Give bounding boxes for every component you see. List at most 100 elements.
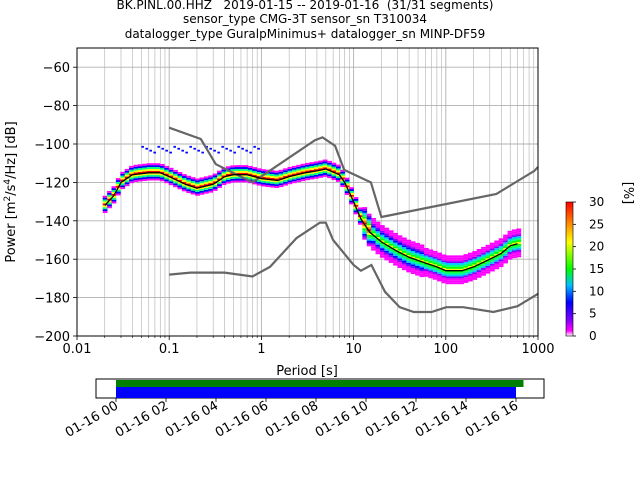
histogram-cell [142,165,148,168]
histogram-cell [459,270,464,273]
histogram-cell [401,268,407,271]
histogram-cell [185,151,188,154]
histogram-cell [419,252,425,255]
histogram-cell [300,169,306,172]
colorbar-tick-label: 5 [589,307,597,321]
histogram-cell [485,244,491,247]
histogram-cell [313,176,319,179]
histogram-cell [450,268,456,271]
histogram-cell [291,171,297,174]
histogram-cell [190,182,196,185]
histogram-cell [511,231,517,234]
histogram-cell [137,177,143,180]
histogram-cell [467,258,473,261]
histogram-cell [151,174,156,177]
histogram-cell [239,168,244,171]
histogram-cell [208,183,214,185]
histogram-cell [388,251,394,254]
histogram-cell [181,187,187,190]
histogram-cell [159,175,165,178]
histogram-cell [217,176,222,179]
histogram-cell [120,179,126,182]
histogram-cell [472,274,478,277]
histogram-cell [437,252,442,255]
histogram-cell [476,272,482,274]
histogram-cell [388,239,394,242]
histogram-cell [476,270,482,273]
histogram-cell [489,267,495,270]
histogram-cell [410,256,416,259]
histogram-cell [209,147,212,150]
histogram-cell [423,249,429,252]
histogram-cell [371,246,376,249]
histogram-cell [511,237,517,239]
histogram-cell [340,185,346,188]
histogram-cell [476,250,482,253]
histogram-cell [195,180,200,183]
histogram-cell [397,266,403,268]
histogram-cell [278,185,284,188]
histogram-cell [393,252,398,255]
histogram-cell [305,164,310,167]
histogram-cell [393,257,398,260]
histogram-cell [168,181,174,184]
histogram-cell [472,262,478,265]
histogram-cell [476,258,482,261]
histogram-cell [432,250,438,253]
histogram-cell [296,170,302,173]
histogram-cell [445,268,451,271]
histogram-cell [133,172,139,175]
histogram-cell [208,188,214,191]
histogram-cell [388,238,394,240]
histogram-cell [124,170,130,173]
histogram-cell [459,274,464,277]
histogram-cell [274,184,280,187]
histogram-cell [406,257,412,259]
histogram-cell [397,264,403,267]
histogram-cell [476,262,482,265]
histogram-cell [441,277,447,280]
histogram-cell [467,271,473,274]
histogram-cell [516,251,522,254]
histogram-cell [375,231,381,234]
histogram-cell [229,149,232,152]
histogram-cell [234,180,240,183]
histogram-cell [129,177,134,180]
histogram-cell [401,250,407,253]
histogram-cell [305,166,310,169]
histogram-cell [159,167,165,170]
histogram-cell [151,163,156,166]
histogram-cell [309,164,315,166]
histogram-cell [406,241,412,244]
histogram-cell [467,279,473,282]
histogram-cell [428,255,434,258]
histogram-cell [476,252,482,255]
histogram-cell [357,211,363,214]
histogram-cell [322,159,328,162]
histogram-cell [371,244,376,247]
histogram-cell [120,187,126,190]
histogram-cell [344,179,350,182]
histogram-cell [406,251,412,254]
histogram-cell [423,261,429,264]
histogram-cell [278,175,284,178]
histogram-cell [309,175,315,178]
histogram-cell [366,244,372,247]
histogram-cell [190,188,196,191]
histogram-cell [481,256,486,259]
histogram-cell [503,251,508,254]
histogram-cell [498,244,504,246]
histogram-cell [393,236,398,239]
histogram-cell [344,193,350,195]
histogram-cell [199,187,205,189]
histogram-cell [384,258,390,261]
histogram-cell [137,173,143,176]
histogram-cell [388,247,394,250]
histogram-cell [366,236,372,239]
histogram-cell [133,166,139,169]
histogram-cell [252,176,258,179]
histogram-cell [410,252,416,255]
histogram-cell [243,170,249,173]
histogram-cell [159,179,165,182]
histogram-cell [283,168,288,171]
